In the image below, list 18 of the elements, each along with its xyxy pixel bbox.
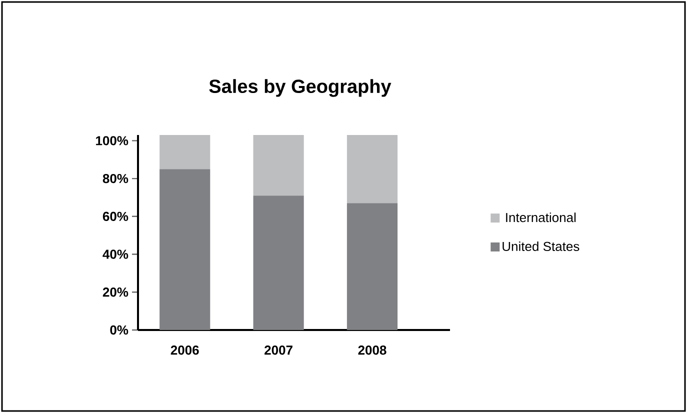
y-tick-label: 60% — [102, 212, 128, 222]
x-tick-label: 2007 — [264, 346, 292, 355]
y-tick-label: 20% — [102, 288, 128, 297]
legend-label: International — [506, 212, 576, 222]
bar — [346, 203, 398, 330]
x-tick-label: 2006 — [170, 346, 199, 355]
y-tick-label: 40% — [102, 250, 128, 259]
x-tick-label: 2008 — [358, 346, 386, 355]
bar — [253, 135, 304, 196]
bar — [346, 135, 398, 204]
legend-label: United States — [502, 241, 580, 252]
bar — [160, 135, 210, 170]
y-tick-label: 80% — [102, 174, 128, 184]
bar — [253, 196, 304, 330]
chart-title: Sales by Geography — [209, 79, 392, 97]
bar — [160, 169, 210, 330]
y-tick-label: 100% — [96, 136, 128, 146]
y-tick-label: 0% — [110, 325, 128, 335]
